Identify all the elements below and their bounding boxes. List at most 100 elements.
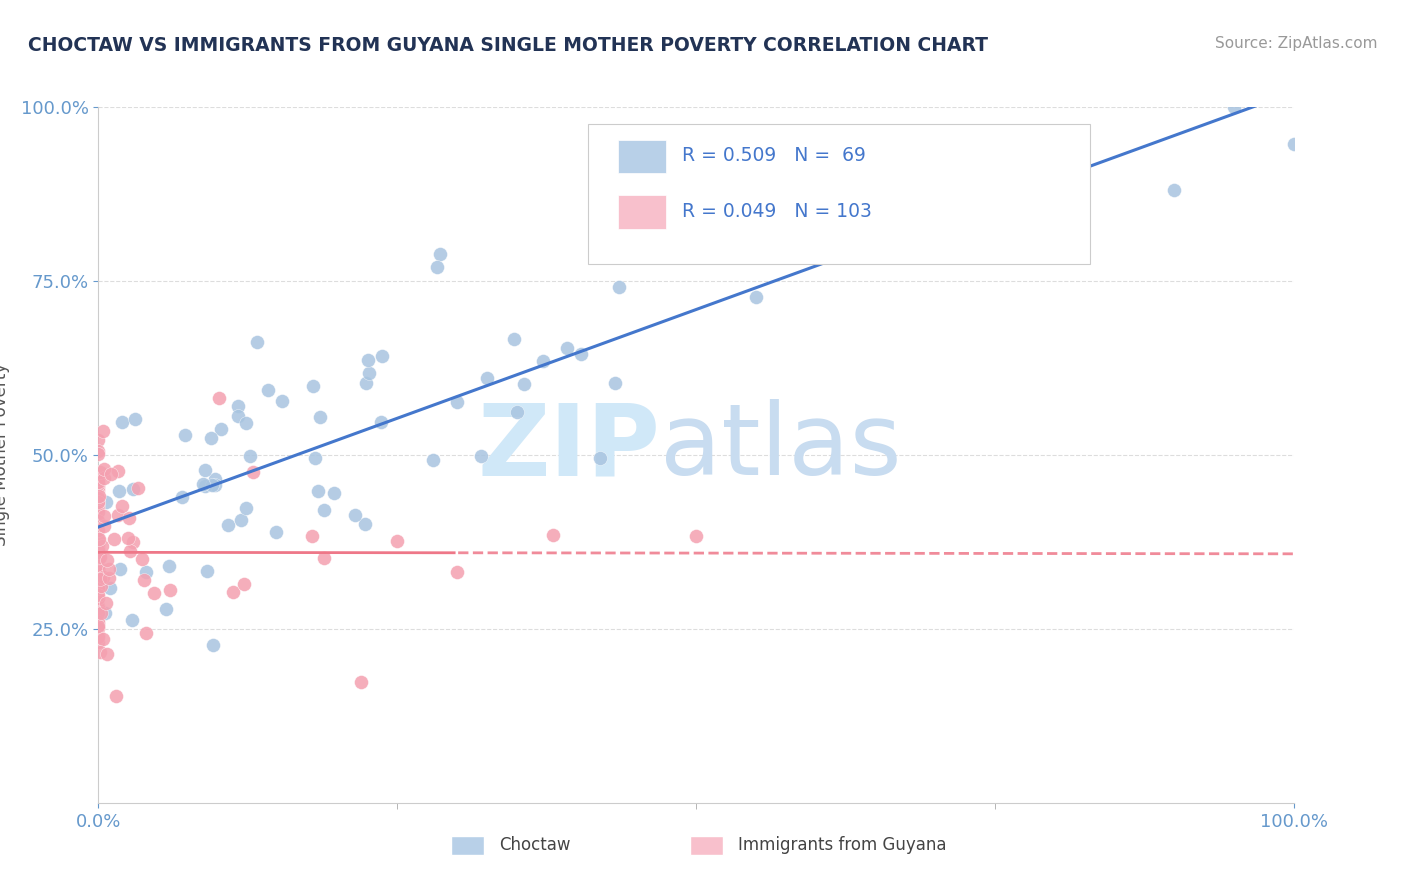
Point — [446, 565, 468, 579]
Point — [104, 689, 127, 703]
Point — [222, 585, 245, 599]
Point — [231, 513, 253, 527]
Point — [242, 465, 264, 479]
Point — [87, 559, 110, 574]
Point — [87, 588, 110, 602]
Point — [87, 447, 110, 461]
Point — [124, 412, 146, 426]
Point — [477, 371, 499, 385]
Point — [87, 601, 110, 615]
Point — [93, 632, 115, 647]
Point — [157, 559, 180, 574]
Point — [87, 615, 110, 629]
Point — [87, 626, 110, 640]
Text: CHOCTAW VS IMMIGRANTS FROM GUYANA SINGLE MOTHER POVERTY CORRELATION CHART: CHOCTAW VS IMMIGRANTS FROM GUYANA SINGLE… — [28, 36, 988, 54]
Point — [117, 531, 139, 545]
Point — [513, 376, 536, 391]
Point — [208, 391, 231, 405]
Point — [271, 394, 294, 409]
Point — [350, 675, 373, 690]
Point — [87, 480, 110, 494]
Point — [371, 349, 394, 363]
Point — [89, 466, 111, 480]
Point — [87, 538, 110, 552]
Point — [301, 529, 323, 543]
Point — [98, 581, 121, 595]
Point — [170, 490, 193, 504]
Point — [98, 571, 121, 585]
Point — [87, 579, 110, 593]
Point — [87, 616, 110, 631]
Point — [385, 534, 409, 549]
Point — [91, 570, 114, 584]
Point — [93, 462, 115, 476]
Point — [87, 606, 110, 620]
Point — [685, 529, 707, 543]
Point — [589, 451, 612, 466]
Point — [603, 376, 626, 391]
Text: Immigrants from Guyana: Immigrants from Guyana — [738, 836, 946, 854]
Point — [607, 280, 630, 294]
Point — [132, 573, 155, 587]
Point — [87, 443, 110, 458]
Point — [94, 606, 117, 620]
Point — [304, 451, 326, 466]
Point — [87, 483, 110, 497]
Point — [87, 472, 110, 486]
Point — [87, 500, 110, 515]
Point — [91, 425, 114, 439]
Point — [87, 491, 110, 505]
Point — [143, 586, 166, 600]
Point — [194, 479, 217, 493]
Point — [94, 595, 117, 609]
Point — [135, 565, 157, 579]
Point — [429, 247, 451, 261]
Bar — [690, 836, 724, 855]
Point — [426, 260, 449, 274]
Point — [87, 562, 110, 576]
Point — [1223, 100, 1246, 114]
Point — [357, 353, 380, 368]
Point — [264, 524, 287, 539]
Point — [93, 508, 115, 523]
Point — [314, 550, 336, 565]
Point — [1163, 183, 1185, 197]
Point — [87, 581, 110, 595]
Point — [87, 491, 110, 505]
Point — [87, 478, 110, 492]
Point — [96, 552, 118, 566]
Point — [503, 332, 526, 346]
Point — [87, 496, 110, 510]
Point — [107, 464, 129, 478]
Point — [1282, 136, 1305, 151]
Point — [302, 379, 325, 393]
Point — [87, 635, 110, 649]
Point — [470, 449, 492, 463]
Point — [89, 532, 111, 546]
Point — [506, 405, 529, 419]
Point — [217, 518, 239, 533]
Text: R = 0.049   N = 103: R = 0.049 N = 103 — [682, 202, 872, 221]
Point — [87, 562, 110, 576]
Point — [87, 628, 110, 642]
Point — [173, 428, 195, 442]
Point — [541, 528, 564, 542]
Point — [87, 505, 110, 519]
Point — [87, 572, 110, 586]
Point — [201, 638, 224, 652]
Point — [93, 519, 115, 533]
Point — [87, 495, 110, 509]
Point — [90, 579, 112, 593]
Point — [246, 335, 269, 350]
Point — [204, 477, 226, 491]
Point — [204, 472, 226, 486]
Point — [343, 508, 366, 523]
Point — [87, 621, 110, 635]
Point — [865, 178, 887, 192]
Point — [87, 562, 110, 576]
Point — [87, 551, 110, 566]
Point — [226, 399, 249, 413]
Point — [87, 541, 110, 556]
Point — [111, 416, 134, 430]
Point — [446, 394, 468, 409]
